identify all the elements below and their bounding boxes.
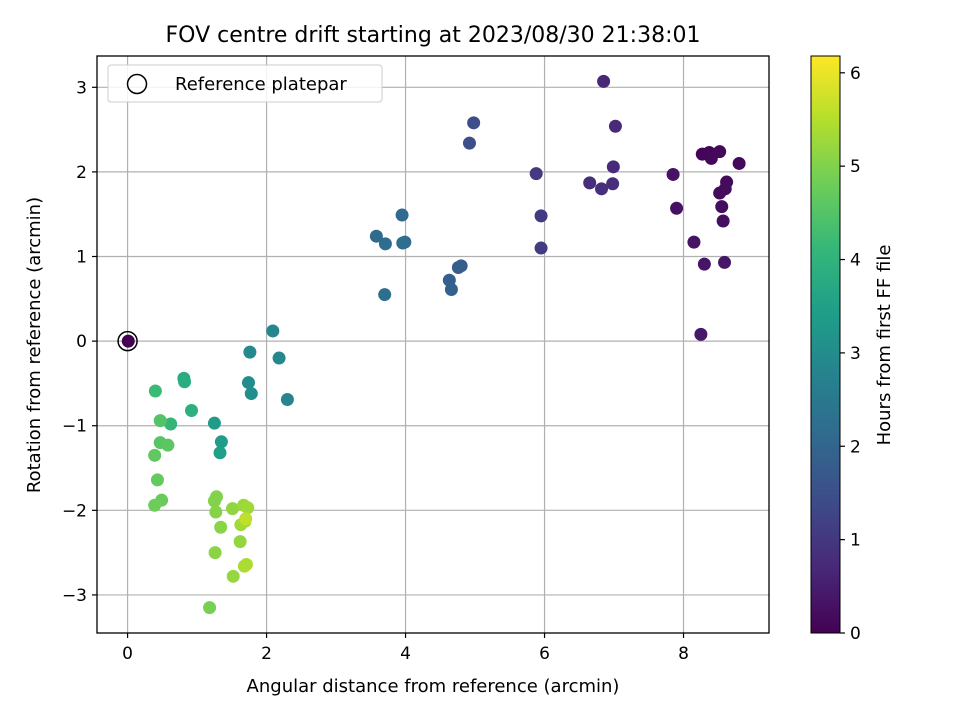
data-point <box>266 324 280 338</box>
data-points <box>117 74 746 615</box>
plot-area-frame <box>96 55 770 634</box>
data-point <box>272 351 286 365</box>
data-point <box>226 502 240 516</box>
reference-platepar-marker <box>117 330 138 352</box>
data-point <box>606 177 620 191</box>
colorbar-ticks: 0 1 2 3 4 5 6 <box>840 64 861 644</box>
data-point <box>214 520 228 534</box>
colorbar-tick-label: 3 <box>850 344 861 364</box>
data-point <box>239 512 253 526</box>
data-point <box>148 498 162 512</box>
data-point <box>715 200 729 214</box>
data-point <box>444 283 458 297</box>
data-point <box>207 416 221 430</box>
data-point <box>369 229 383 243</box>
x-axis-label: Angular distance from reference (arcmin) <box>247 676 620 697</box>
data-point <box>241 501 255 515</box>
data-point <box>121 334 135 348</box>
legend: Reference platepar <box>107 64 383 103</box>
data-point <box>666 167 680 181</box>
data-point <box>280 392 294 406</box>
data-point <box>718 255 732 269</box>
x-tick-label: 8 <box>678 644 689 664</box>
colorbar-tick-label: 5 <box>850 157 861 177</box>
data-point <box>148 448 162 462</box>
y-tick-label: −3 <box>62 586 87 606</box>
data-point <box>608 119 622 133</box>
colorbar-tick-label: 4 <box>850 251 861 271</box>
colorbar-tick-label: 6 <box>850 64 861 84</box>
data-point <box>164 417 178 431</box>
colorbar-gradient <box>810 55 841 634</box>
data-point <box>208 546 222 560</box>
data-point <box>398 235 412 249</box>
colorbar-tick-label: 1 <box>850 531 861 551</box>
colorbar-label: Hours from first FF file <box>874 245 895 446</box>
data-point <box>378 237 392 251</box>
data-point <box>595 182 609 196</box>
data-point <box>451 261 465 275</box>
y-tick-label: 1 <box>76 248 87 268</box>
data-point <box>150 473 164 487</box>
y-axis-ticks: −3 −2 −1 0 1 2 3 <box>62 78 97 606</box>
data-point <box>233 535 247 549</box>
data-point <box>244 387 258 401</box>
chart-title: FOV centre drift starting at 2023/08/30 … <box>166 23 701 48</box>
data-point <box>226 569 240 583</box>
data-point <box>178 375 192 389</box>
y-tick-label: −2 <box>62 501 87 521</box>
y-tick-label: −1 <box>62 417 87 437</box>
colorbar-tick-label: 2 <box>850 437 861 457</box>
data-point <box>378 288 392 302</box>
data-point <box>716 214 730 228</box>
data-point <box>210 490 224 504</box>
data-point <box>395 208 409 222</box>
data-point <box>534 209 548 223</box>
data-point <box>462 136 476 150</box>
y-tick-label: 2 <box>76 163 87 183</box>
data-point <box>670 201 684 215</box>
data-point <box>694 327 708 341</box>
x-tick-label: 0 <box>122 644 133 664</box>
data-point <box>203 601 217 615</box>
data-point <box>213 446 227 460</box>
legend-open-circle-marker <box>126 73 148 95</box>
x-axis-ticks: 0 2 4 6 8 <box>122 633 689 664</box>
data-point <box>467 116 481 130</box>
legend-box <box>107 64 383 103</box>
data-point <box>153 414 167 428</box>
data-point <box>697 257 711 271</box>
colorbar-tick-label: 0 <box>850 624 861 644</box>
colorbar: 0 1 2 3 4 5 6 Hours from first FF file <box>810 55 895 644</box>
data-point <box>241 376 255 390</box>
data-point <box>161 438 175 452</box>
x-tick-label: 2 <box>261 644 272 664</box>
grid <box>97 56 769 633</box>
data-point <box>214 435 228 449</box>
legend-entry-reference-platepar: Reference platepar <box>175 74 347 95</box>
data-point <box>209 505 223 519</box>
data-point <box>148 384 162 398</box>
data-point <box>713 145 727 159</box>
data-point <box>534 241 548 255</box>
y-axis-label: Rotation from reference (arcmin) <box>24 197 45 493</box>
data-point <box>583 176 597 190</box>
y-tick-label: 0 <box>76 332 87 352</box>
data-point <box>185 403 199 417</box>
data-point <box>597 74 611 88</box>
data-point <box>732 156 746 170</box>
data-point <box>243 345 257 359</box>
data-point <box>606 160 620 174</box>
data-point <box>718 182 732 196</box>
data-point <box>687 235 701 249</box>
y-tick-label: 3 <box>76 78 87 98</box>
x-tick-label: 4 <box>400 644 411 664</box>
data-point <box>237 559 251 573</box>
data-point <box>529 167 543 181</box>
x-tick-label: 6 <box>539 644 550 664</box>
